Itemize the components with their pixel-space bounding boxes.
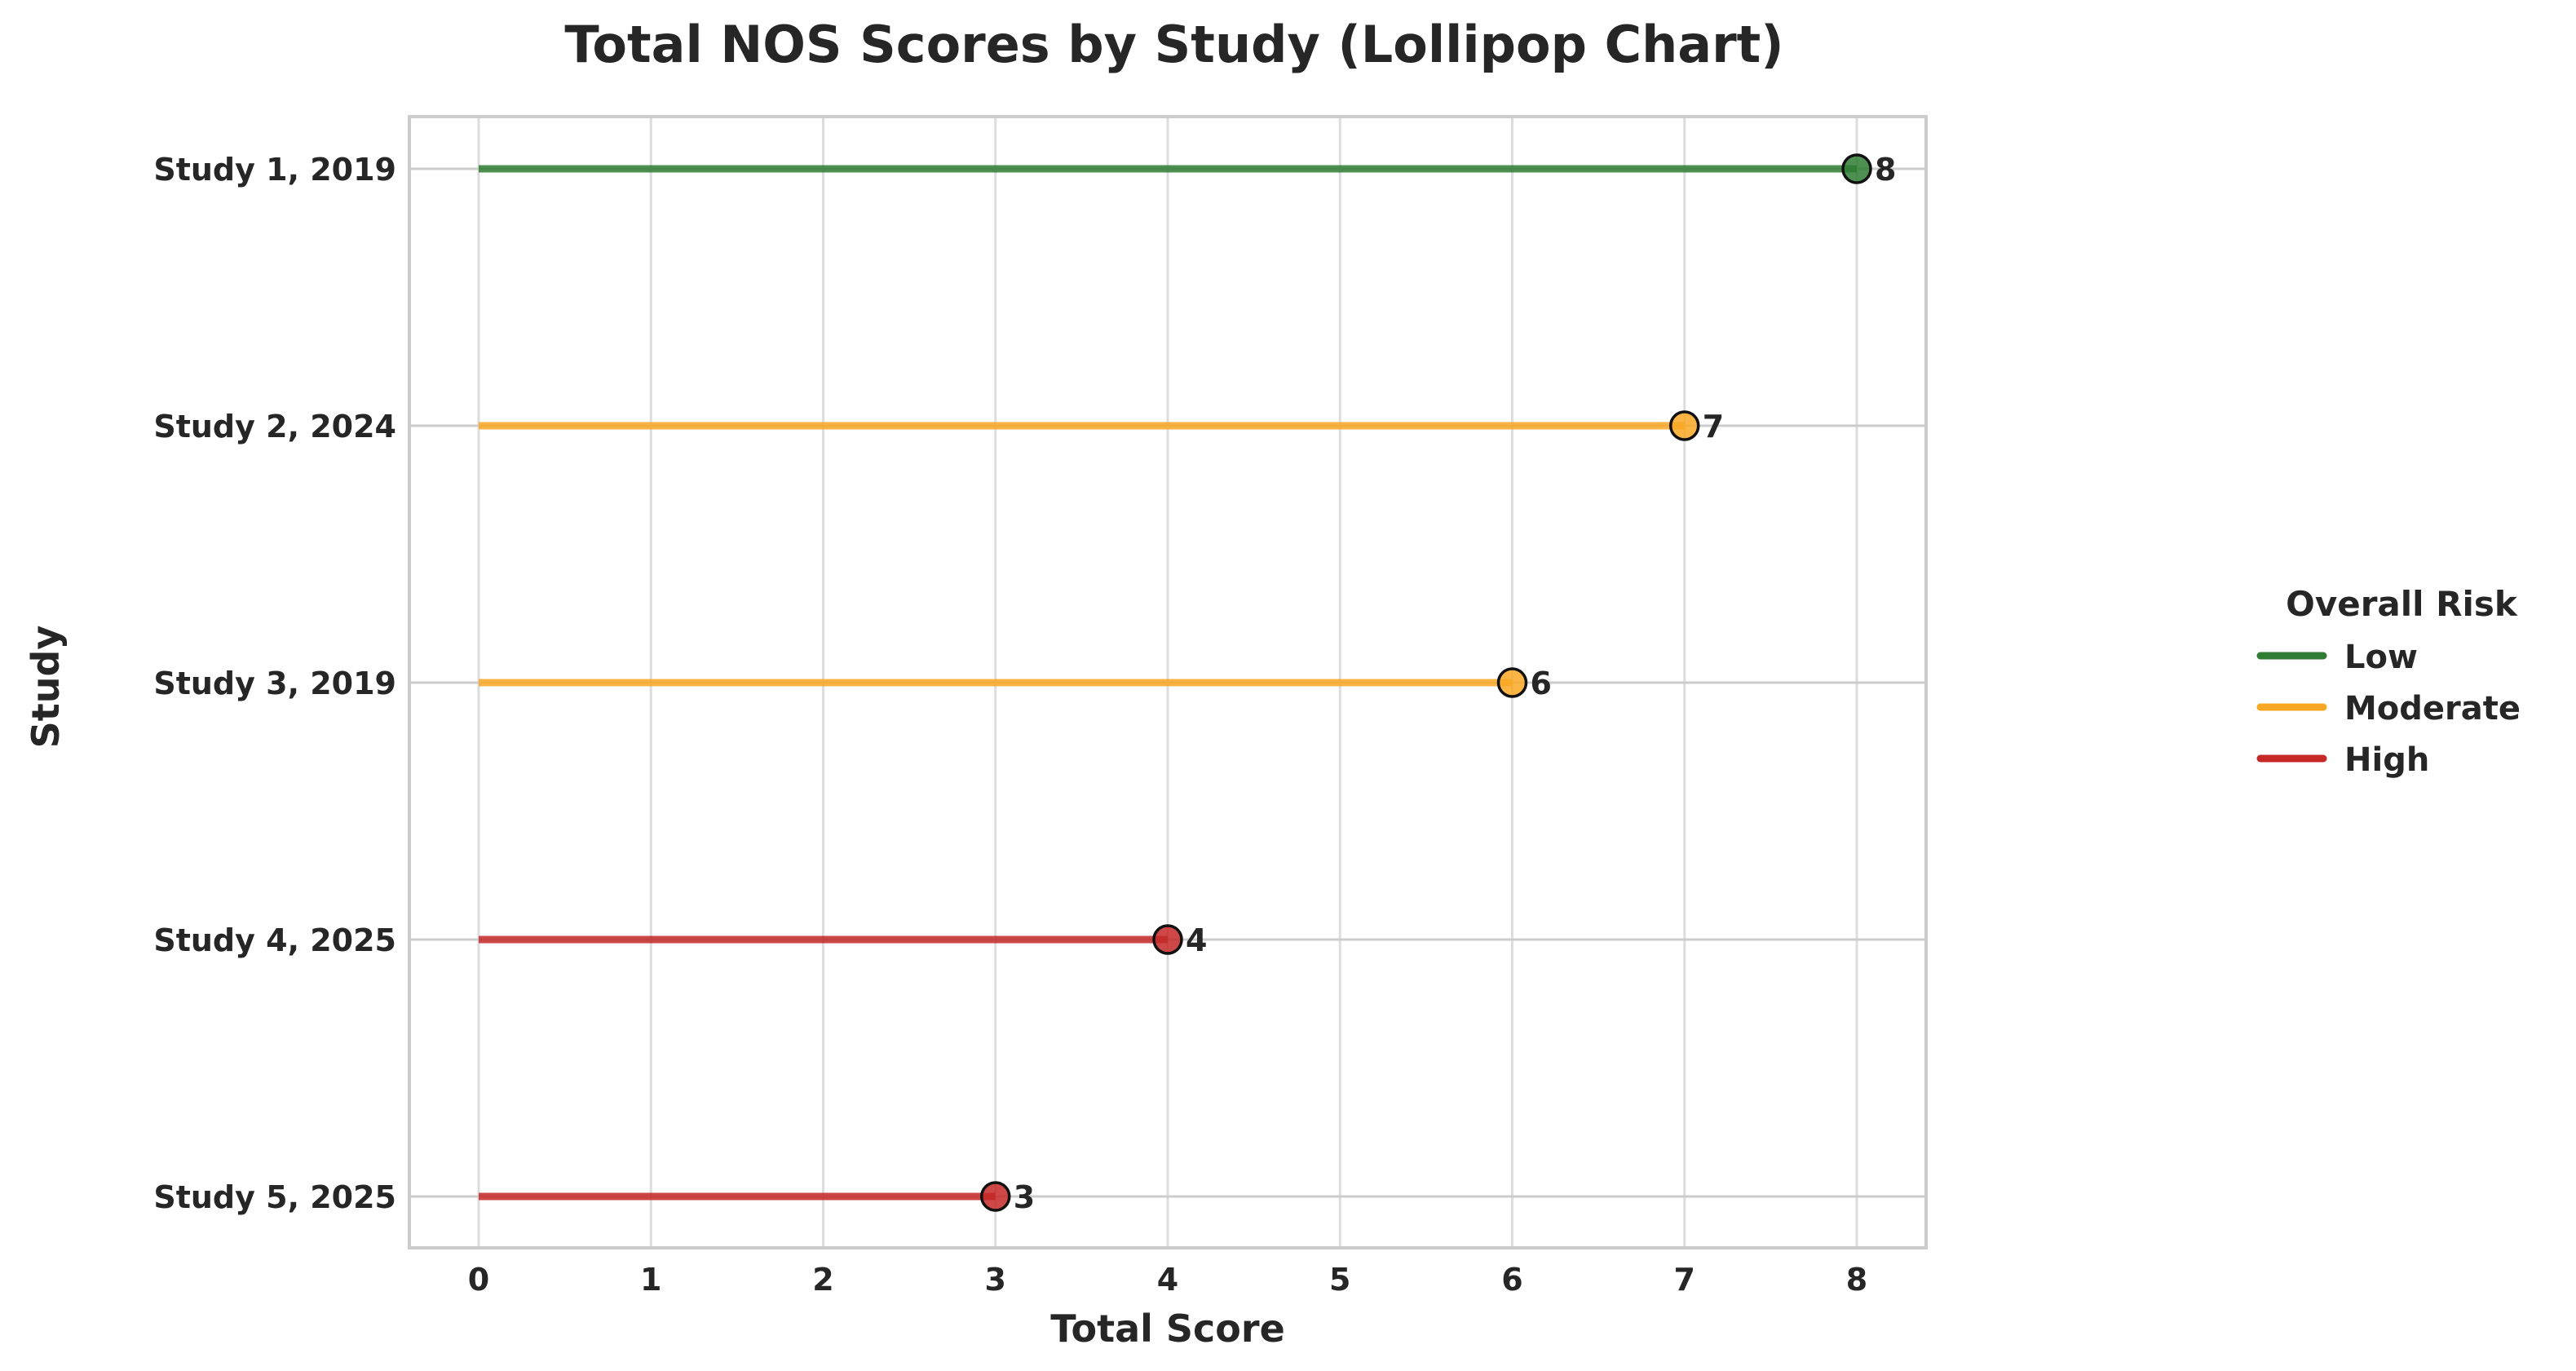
lollipop-marker xyxy=(1841,153,1872,184)
x-tick-label: 1 xyxy=(640,1262,661,1298)
lollipop-marker xyxy=(980,1181,1011,1212)
x-tick-label: 7 xyxy=(1674,1262,1695,1298)
x-tick-label: 0 xyxy=(468,1262,489,1298)
legend-label-moderate: Moderate xyxy=(2344,690,2521,728)
x-tick-labels: 0 1 2 3 4 5 6 7 8 xyxy=(468,1262,1867,1298)
lollipop-marker xyxy=(1496,667,1528,698)
x-axis-label: Total Score xyxy=(1050,1307,1285,1351)
data-label: 7 xyxy=(1703,409,1724,444)
chart-title: Total NOS Scores by Study (Lollipop Char… xyxy=(564,15,1783,74)
x-tick-label: 8 xyxy=(1846,1262,1867,1298)
data-label: 4 xyxy=(1186,922,1207,958)
y-tick-label: Study 3, 2019 xyxy=(153,666,396,701)
lollipop-marker xyxy=(1669,410,1700,441)
data-label: 6 xyxy=(1531,666,1552,701)
x-tick-label: 6 xyxy=(1501,1262,1522,1298)
plot-frame xyxy=(408,115,1928,1249)
y-tick-labels: Study 1, 2019 Study 2, 2024 Study 3, 2019 S… xyxy=(153,152,396,1215)
x-tick-label: 2 xyxy=(812,1262,833,1298)
data-label: 3 xyxy=(1014,1179,1035,1215)
y-tick-label: Study 4, 2025 xyxy=(153,922,396,958)
y-tick-label: Study 1, 2019 xyxy=(153,152,396,188)
legend-title: Overall Risk xyxy=(2286,584,2518,624)
y-axis-label: Study xyxy=(24,626,68,749)
legend: Overall Risk Low Moderate High xyxy=(2256,584,2521,779)
legend-label-high: High xyxy=(2344,741,2429,779)
y-tick-label: Study 2, 2024 xyxy=(153,409,396,444)
x-tick-label: 4 xyxy=(1157,1262,1178,1298)
legend-label-low: Low xyxy=(2344,639,2418,676)
data-label: 8 xyxy=(1875,152,1896,188)
lollipop-marker xyxy=(1152,924,1183,955)
y-tick-label: Study 5, 2025 xyxy=(153,1179,396,1215)
x-tick-label: 5 xyxy=(1329,1262,1350,1298)
x-tick-label: 3 xyxy=(985,1262,1006,1298)
lollipop-stems: 8 7 6 4 3 xyxy=(479,152,1896,1215)
